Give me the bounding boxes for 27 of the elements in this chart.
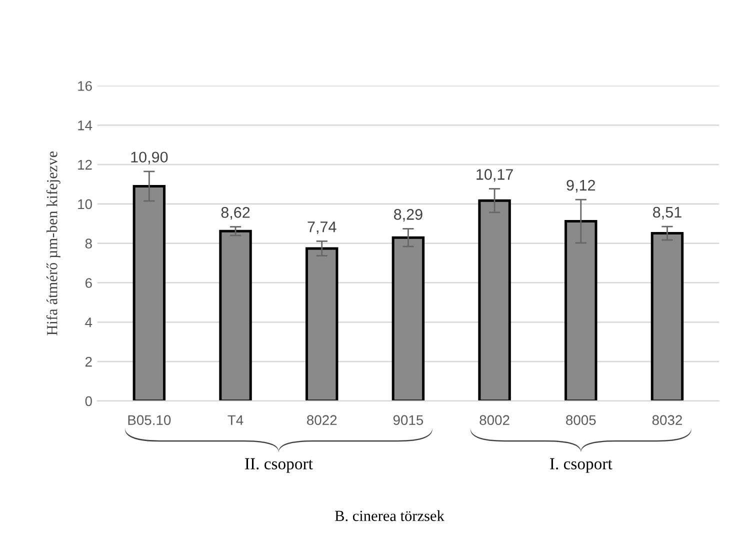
y-tick-label: 0 xyxy=(85,396,92,406)
y-tick-label: 6 xyxy=(85,278,92,288)
y-tick-label: 14 xyxy=(78,120,92,130)
y-tick-label: 12 xyxy=(78,160,92,170)
data-label: 10,90 xyxy=(131,152,168,164)
x-tick-label: 8022 xyxy=(307,415,337,426)
data-label: 7,74 xyxy=(308,222,336,234)
x-tick-label: B05.10 xyxy=(128,415,171,426)
y-tick-label: 10 xyxy=(78,199,92,210)
x-tick-label: 8002 xyxy=(480,415,510,426)
x-tick-label: 8005 xyxy=(566,415,596,426)
y-tick-label: 2 xyxy=(85,356,92,367)
y-tick-label: 16 xyxy=(78,81,92,91)
data-label: 8,29 xyxy=(394,209,422,222)
text: II. csoport xyxy=(245,458,313,473)
data-label: 8,62 xyxy=(221,207,250,220)
y-axis-title: Hifa átmérő µm-ben kifejezve xyxy=(46,151,60,336)
text: B. cinerea törzsek xyxy=(334,510,444,522)
text: I. csoport xyxy=(550,458,612,473)
x-tick-label: 9015 xyxy=(393,415,424,426)
y-tick-label: 8 xyxy=(85,238,92,249)
data-label: 10,17 xyxy=(476,169,513,182)
data-label: 9,12 xyxy=(566,180,595,192)
x-tick-label: T4 xyxy=(228,415,244,425)
x-tick-label: 8032 xyxy=(652,415,682,426)
y-tick-label: 4 xyxy=(85,318,92,328)
data-label: 8,51 xyxy=(653,206,682,220)
